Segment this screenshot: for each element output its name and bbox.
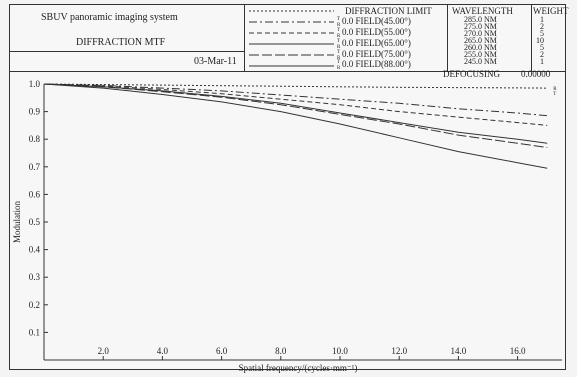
legend-field-label: 0.0 FIELD(75.00°) — [342, 49, 411, 59]
legend-field-label: 0.0 FIELD(45.00°) — [342, 16, 411, 26]
weight-value: 5 — [540, 29, 544, 38]
y-tick-label: 0.3 — [29, 272, 41, 282]
x-tick-label: 4.0 — [157, 346, 169, 356]
y-tick-label: 0.2 — [29, 300, 40, 310]
y-tick-label: 0.9 — [29, 107, 41, 117]
legend-marker: T — [337, 39, 341, 44]
wavelength-value: 265.0 NM — [464, 36, 497, 45]
x-tick-label: 16.0 — [510, 346, 526, 356]
y-tick-label: 0.6 — [29, 189, 41, 199]
legend-marker: R — [337, 34, 341, 39]
header-divider — [9, 51, 244, 52]
header-divider — [531, 4, 532, 72]
wavelength-header: WAVELENGTH — [452, 6, 513, 16]
legend-marker: T — [337, 17, 341, 22]
legend-marker: T — [337, 60, 341, 65]
weight-header: WEIGHT — [533, 6, 569, 16]
x-tick-label: 6.0 — [216, 346, 228, 356]
legend-diffraction-limit: DIFFRACTION LIMIT — [345, 6, 432, 16]
series-line — [43, 83, 548, 144]
header-divider — [447, 4, 448, 72]
y-tick-label: 1.0 — [29, 79, 41, 89]
legend-marker: R — [337, 23, 341, 28]
legend-marker: R — [337, 45, 341, 50]
x-tick-label: 10.0 — [332, 346, 348, 356]
weight-value: 2 — [540, 22, 544, 31]
wavelength-value: 275.0 NM — [464, 22, 497, 31]
y-axis-label: Modulation — [12, 201, 22, 243]
report-title: DIFFRACTION MTF — [76, 37, 166, 48]
header-divider — [244, 4, 245, 72]
legend-field-label: 0.0 FIELD(55.00°) — [342, 27, 411, 37]
wavelength-value: 260.0 NM — [464, 43, 497, 52]
defocusing-value: 0.00000 — [521, 69, 551, 79]
wavelength-value: 255.0 NM — [464, 50, 497, 59]
weight-value: 10 — [536, 36, 544, 45]
x-axis-label: Spatial frequency/(cycles·mm⁻¹) — [239, 363, 358, 373]
wavelength-value: 245.0 NM — [464, 57, 497, 66]
plot-frame — [9, 4, 566, 370]
legend-marker: R — [337, 56, 341, 61]
series-line — [43, 83, 548, 148]
series-line — [43, 83, 548, 117]
y-tick-label: 0.1 — [29, 327, 40, 337]
y-tick-label: 0.5 — [29, 217, 41, 227]
weight-value: 1 — [540, 57, 544, 66]
legend-marker: T — [337, 28, 341, 33]
header-panel — [9, 4, 566, 72]
x-tick-label: 2.0 — [98, 346, 110, 356]
x-tick-label: 8.0 — [275, 346, 287, 356]
y-tick-label: 0.4 — [29, 245, 41, 255]
series-line — [43, 83, 548, 169]
weight-value: 2 — [540, 50, 544, 59]
wavelength-value: 285.0 NM — [464, 15, 497, 24]
series-line — [43, 83, 548, 126]
report-date: 03-Mar-11 — [194, 56, 237, 67]
y-tick-label: 0.8 — [29, 134, 41, 144]
legend-marker: T — [337, 50, 341, 55]
x-tick-label: 12.0 — [391, 346, 407, 356]
series-line — [43, 83, 548, 89]
system-title: SBUV panoramic imaging system — [41, 12, 178, 23]
legend-field-label: 0.0 FIELD(88.00°) — [342, 59, 411, 69]
wavelength-value: 270.0 NM — [464, 29, 497, 38]
x-tick-label: 14.0 — [451, 346, 467, 356]
y-tick-label: 0.7 — [29, 162, 41, 172]
series-end-marker: T — [553, 92, 556, 97]
weight-value: 1 — [540, 15, 544, 24]
legend-marker: R — [337, 66, 341, 71]
legend-field-label: 0.0 FIELD(65.00°) — [342, 38, 411, 48]
defocusing-label: DEFOCUSING — [443, 69, 501, 79]
series-end-marker: R — [553, 87, 557, 92]
weight-value: 5 — [540, 43, 544, 52]
